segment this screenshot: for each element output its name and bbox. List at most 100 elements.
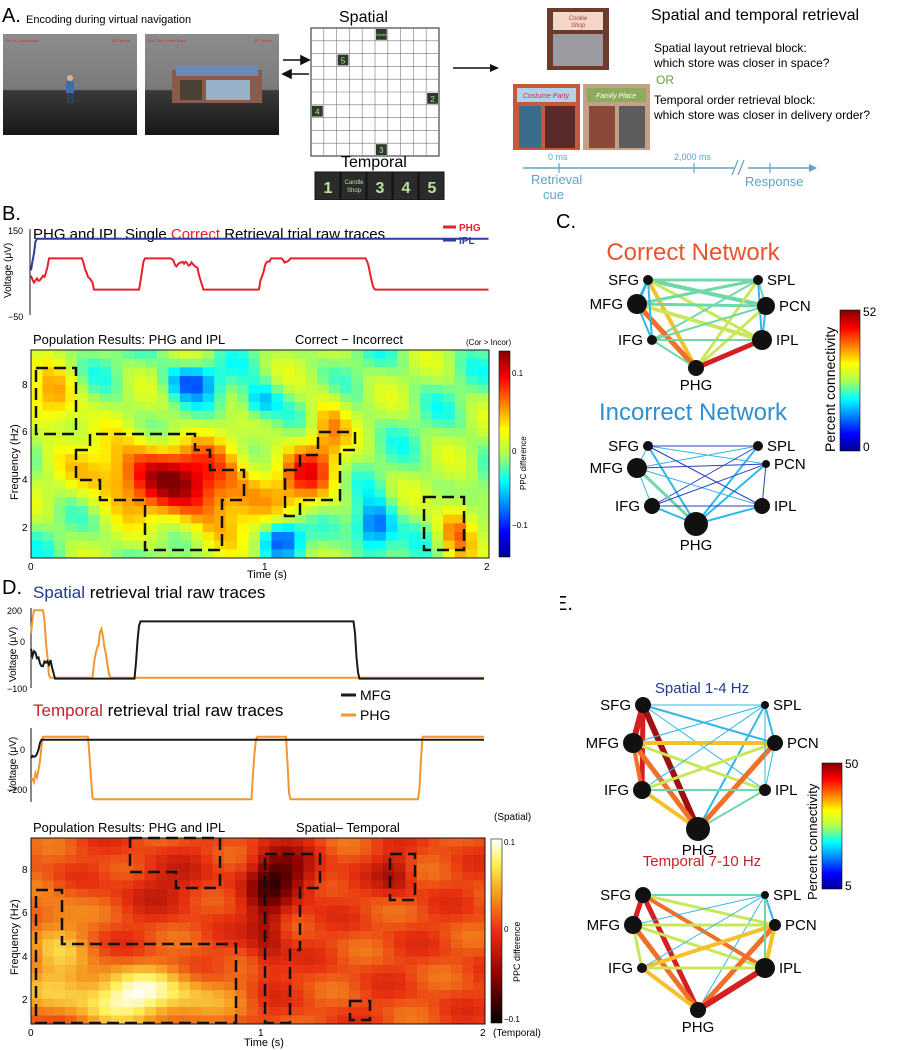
heatmap-cell [348, 863, 361, 873]
heatmap-cell [31, 506, 43, 516]
heatmap-cell [223, 973, 236, 983]
heatmap-cell [439, 922, 452, 932]
ytick: 0 [20, 637, 25, 647]
heatmap-cell [223, 914, 236, 923]
heatmap-cell [134, 540, 146, 550]
heatmap-cell [260, 384, 272, 394]
heatmap-cell [191, 532, 204, 542]
heatmap-cell [394, 964, 406, 974]
heatmap-cell [134, 410, 146, 420]
heatmap-cell [292, 854, 304, 864]
heatmap-cell [248, 454, 261, 464]
network-edge [640, 702, 701, 832]
heatmap-cell [167, 854, 179, 864]
heatmap-cell [201, 973, 213, 983]
heatmap-cell [258, 1015, 270, 1025]
heatmap-cell [144, 964, 157, 974]
heatmap-cell [374, 549, 387, 559]
heatmap-cell [189, 880, 202, 890]
significance-outline [283, 430, 357, 518]
heatmap-cell [294, 488, 307, 498]
heatmap-cell [235, 1015, 248, 1025]
heatmap-cell [111, 454, 123, 464]
heatmap-cell [260, 540, 272, 550]
heatmap-cell [260, 436, 272, 446]
heatmap-cell [454, 514, 467, 524]
heatmap-cell [305, 506, 318, 516]
heatmap-cell [394, 1007, 406, 1016]
heatmap-cell [303, 863, 316, 873]
heatmap-cell [282, 454, 295, 464]
heatmap-cell [223, 838, 236, 847]
heatmap-cell [121, 1015, 134, 1025]
heatmap-cell [42, 854, 55, 864]
heatmap-cell [155, 998, 168, 1008]
heatmap-cell [155, 897, 168, 907]
panel-c-colorbar-label: Percent connectivity [822, 327, 838, 452]
heatmap-cell [317, 410, 330, 420]
heatmap-cell [385, 514, 398, 524]
heatmap-cell [292, 947, 304, 957]
heatmap-cell [53, 990, 66, 1000]
panel-a-label: A. [2, 5, 21, 27]
heatmap-cell [337, 863, 350, 873]
heatmap-cell [314, 939, 327, 949]
heatmap-cell [202, 471, 215, 481]
heatmap-cell [122, 523, 135, 533]
heatmap-cell [156, 419, 169, 429]
heatmap-cell [87, 880, 100, 890]
heatmap-cell [303, 947, 316, 957]
heatmap-cell [155, 905, 168, 915]
heatmap-cell [167, 964, 179, 974]
ytick: 0 [20, 745, 25, 755]
heatmap-cell [237, 376, 249, 386]
network-edge [635, 302, 768, 308]
heatmap-cell [156, 497, 169, 507]
heatmap-cell [271, 454, 284, 464]
heatmap-cell [328, 393, 341, 403]
heatmap-cell [337, 888, 350, 898]
heatmap-cell [294, 462, 307, 472]
heatmap-cell [271, 436, 284, 446]
heatmap-cell [292, 1007, 304, 1016]
heatmap-cell [133, 939, 145, 949]
heatmap-cell [371, 1007, 384, 1016]
heatmap-cell [439, 998, 452, 1008]
heatmap-cell [431, 393, 444, 403]
heatmap-cell [431, 454, 444, 464]
heatmap-cell [450, 947, 463, 957]
network-node-label: IPL [774, 498, 797, 515]
heatmap-cell [282, 367, 295, 377]
network-edge [693, 337, 765, 371]
heatmap-cell [145, 523, 158, 533]
heatmap-cell [473, 897, 486, 907]
heatmap-cell [360, 854, 372, 864]
heatmap-cell [65, 350, 78, 360]
grid-store-marker [376, 144, 387, 155]
heatmap-cell [292, 939, 304, 949]
network-edge [697, 789, 766, 830]
network-edge [636, 463, 767, 469]
panel-c-colorbar-max: 52 [863, 305, 877, 319]
heatmap-cell [99, 419, 112, 429]
heatmap-cell [305, 384, 318, 394]
network-edge [635, 278, 760, 306]
heatmap-cell [31, 854, 43, 864]
heatmap-cell [280, 990, 293, 1000]
heatmap-cell [305, 532, 318, 542]
heatmap-cell [282, 402, 295, 412]
heatmap-cell [42, 428, 55, 438]
heatmap-cell [134, 454, 146, 464]
heatmap-cell [340, 367, 352, 377]
heatmap-cell [42, 376, 55, 386]
heatmap-cell [420, 514, 433, 524]
heatmap-cell [99, 454, 112, 464]
heatmap-cell [405, 998, 418, 1008]
heatmap-cell [145, 506, 158, 516]
heatmap-cell [314, 973, 327, 983]
heatmap-cell [144, 947, 157, 957]
heatmap-cell [269, 897, 282, 907]
heatmap-cell [394, 880, 406, 890]
network-node [635, 697, 651, 713]
